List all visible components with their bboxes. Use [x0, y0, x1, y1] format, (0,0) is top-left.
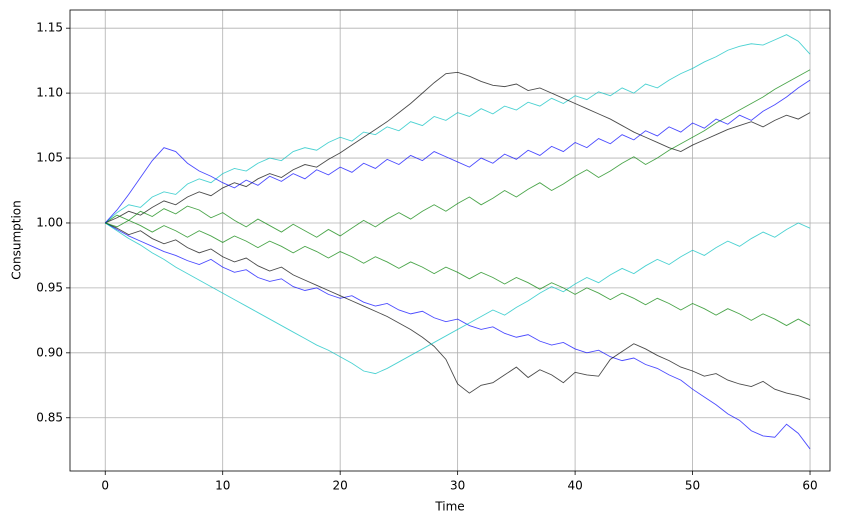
x-tick-label: 10 — [215, 479, 230, 493]
y-tick-label: 0.90 — [36, 345, 63, 359]
series-line — [105, 219, 811, 327]
y-tick-label: 1.15 — [36, 21, 63, 35]
x-tick-label: 50 — [685, 479, 700, 493]
x-tick-label: 60 — [802, 479, 817, 493]
y-axis-label: Consumption — [10, 200, 24, 279]
x-axis-label: Time — [434, 500, 464, 514]
x-tick-label: 0 — [101, 479, 109, 493]
y-tick-label: 0.95 — [36, 280, 63, 294]
series-line — [104, 222, 811, 375]
y-tick-label: 1.10 — [36, 86, 63, 100]
plot-frame — [69, 9, 831, 472]
x-tick-label: 30 — [450, 479, 465, 493]
series-line — [105, 222, 811, 450]
series-line — [104, 69, 811, 238]
x-tick-label: 20 — [333, 479, 348, 493]
x-tick-label: 40 — [567, 479, 582, 493]
y-tick-label: 1.00 — [36, 215, 63, 229]
series-line — [105, 71, 811, 224]
y-tick-label: 0.85 — [36, 410, 63, 424]
series-line — [104, 79, 811, 224]
y-tick-label: 1.05 — [36, 151, 63, 165]
series-line — [105, 222, 811, 401]
series-line — [104, 34, 811, 224]
